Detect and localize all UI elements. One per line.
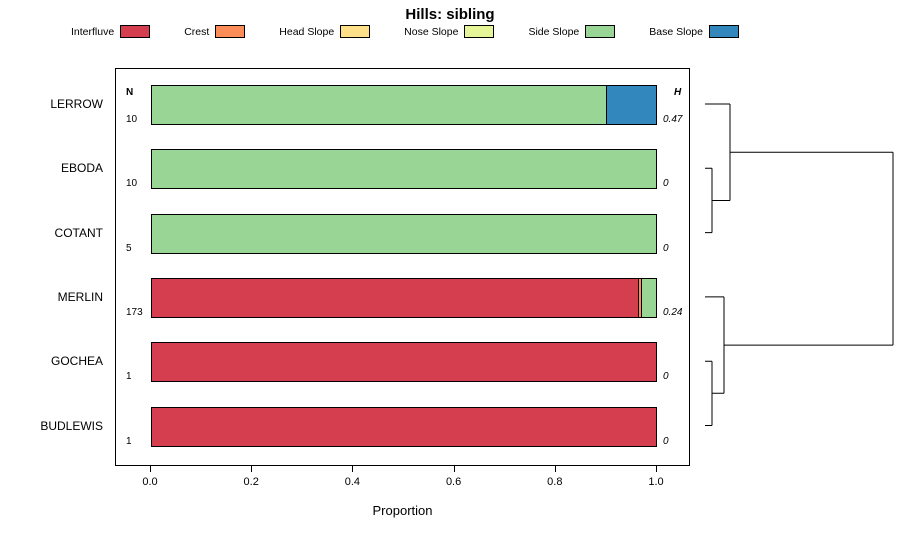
legend-swatch-base-slope-icon — [708, 25, 739, 38]
bar-segment-side-slope — [152, 86, 606, 124]
bar-budlewis — [151, 406, 657, 447]
legend-label-nose-slope: Nose Slope — [404, 25, 459, 38]
legend-swatch-interfluve-icon — [120, 25, 151, 38]
bar-segment-interfluve — [152, 343, 656, 382]
legend: Interfluve Crest Head Slope Nose Slope Side … — [0, 25, 810, 38]
x-tick-label-0.2: 0.2 — [243, 476, 259, 488]
n-value-lerrow: 10 — [126, 114, 138, 125]
legend-label-side-slope: Side Slope — [528, 25, 580, 38]
dendrogram-lines — [705, 103, 894, 426]
bar-merlin — [151, 277, 657, 318]
x-tick-0.6 — [453, 466, 455, 472]
bar-gochea — [151, 342, 657, 383]
h-value-cotant: 0 — [663, 242, 669, 254]
row-label-budlewis: BUDLEWIS — [40, 418, 103, 433]
x-tick-1.0 — [656, 466, 657, 472]
bar-lerrow — [151, 85, 657, 125]
legend-item-interfluve: Interfluve — [71, 25, 151, 38]
bar-segment-base-slope — [605, 86, 656, 124]
x-axis-label: Proportion — [372, 503, 433, 518]
n-value-eboda: 10 — [126, 178, 138, 190]
x-tick-0.8 — [554, 466, 556, 472]
bar-segment-side-slope — [641, 278, 656, 317]
h-column-header: H — [674, 87, 682, 98]
legend-item-nose-slope: Nose Slope — [404, 25, 495, 38]
legend-swatch-nose-slope-icon — [464, 25, 495, 38]
bar-segment-side-slope — [152, 214, 656, 253]
h-value-budlewis: 0 — [663, 435, 669, 447]
row-label-lerrow: LERROW — [50, 97, 103, 111]
x-tick-label-0.6: 0.6 — [445, 476, 462, 488]
legend-item-crest: Crest — [184, 25, 246, 38]
row-label-cotant: COTANT — [54, 225, 103, 240]
x-tick-label-0.8: 0.8 — [547, 476, 563, 488]
x-tick-label-1.0: 1.0 — [648, 476, 664, 488]
bar-segment-side-slope — [152, 150, 656, 189]
legend-label-interfluve: Interfluve — [71, 25, 115, 38]
n-column-header: N — [126, 87, 134, 98]
legend-swatch-crest-icon — [215, 25, 246, 38]
plot-area: N H 10 0.47 10 0 5 0 173 0.24 1 0 1 0 — [115, 68, 690, 466]
legend-label-base-slope: Base Slope — [649, 25, 703, 38]
bar-cotant — [151, 213, 657, 254]
x-tick-label-0.0: 0.0 — [142, 476, 158, 488]
h-value-gochea: 0 — [663, 371, 669, 383]
legend-item-base-slope: Base Slope — [649, 25, 739, 38]
x-tick-0.0 — [150, 466, 151, 472]
legend-label-crest: Crest — [184, 25, 210, 38]
n-value-gochea: 1 — [126, 371, 132, 383]
h-value-merlin: 0.24 — [663, 306, 683, 318]
chart-title: Hills: sibling — [405, 6, 495, 23]
h-value-eboda: 0 — [663, 178, 669, 190]
h-value-lerrow: 0.47 — [663, 114, 683, 125]
bar-eboda — [151, 149, 657, 190]
legend-swatch-head-slope-icon — [340, 25, 371, 38]
legend-swatch-side-slope-icon — [585, 25, 616, 38]
n-value-cotant: 5 — [126, 242, 132, 254]
n-value-merlin: 173 — [126, 306, 143, 318]
x-tick-0.2 — [251, 466, 253, 472]
legend-item-head-slope: Head Slope — [279, 25, 371, 38]
row-label-gochea: GOCHEA — [50, 354, 103, 369]
legend-item-side-slope: Side Slope — [528, 25, 616, 38]
row-label-merlin: MERLIN — [57, 289, 103, 304]
bar-segment-interfluve — [152, 278, 639, 317]
row-label-eboda: EBODA — [60, 161, 103, 176]
legend-label-head-slope: Head Slope — [279, 25, 335, 38]
x-tick-0.4 — [352, 466, 354, 472]
bar-segment-interfluve — [152, 407, 656, 446]
bar-segment-crest — [638, 278, 642, 317]
n-value-budlewis: 1 — [126, 435, 132, 447]
dendrogram — [705, 103, 894, 426]
x-tick-label-0.4: 0.4 — [344, 476, 361, 488]
